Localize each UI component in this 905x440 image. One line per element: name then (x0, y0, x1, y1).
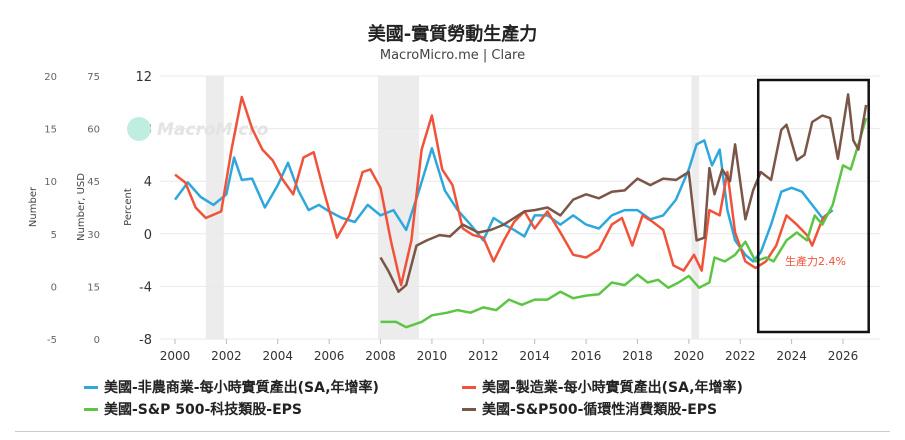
y-tick-percent: 0 (144, 228, 152, 243)
legend-label: 美國-S&P500-循環性消費類股-EPS (482, 402, 718, 418)
x-tick-label: 2004 (262, 349, 293, 363)
x-tick-label: 2010 (417, 349, 448, 363)
y-tick-usd: 45 (87, 177, 100, 188)
series-line-0 (173, 139, 834, 263)
y-tick-usd: 30 (87, 230, 100, 241)
y-axis-label: Percent (123, 188, 134, 226)
legend-swatch (84, 385, 98, 389)
y-tick-percent: -8 (139, 333, 152, 348)
recession-shading (205, 76, 224, 339)
x-tick-label: 2024 (776, 349, 807, 363)
y-tick-usd: 60 (87, 125, 100, 136)
y-tick-number: 10 (44, 177, 57, 188)
y-tick-number: -5 (47, 335, 57, 346)
x-tick-label: 2000 (160, 349, 191, 363)
x-tick-label: 2022 (725, 349, 756, 363)
legend-swatch (462, 407, 476, 411)
legend-label: 美國-製造業-每小時實質產出(SA,年增率) (482, 380, 743, 396)
watermark-logo-icon (127, 117, 151, 141)
highlight-box (756, 78, 870, 334)
x-tick-label: 2014 (519, 349, 550, 363)
legend-item-tech-eps[interactable]: 美國-S&P 500-科技類股-EPS (84, 399, 302, 419)
y-axis-label: Number (28, 186, 39, 227)
divider (15, 431, 890, 432)
legend-item-manufacturing[interactable]: 美國-製造業-每小時實質產出(SA,年增率) (462, 377, 743, 397)
y-tick-percent: -4 (139, 280, 152, 295)
y-tick-number: 20 (44, 72, 57, 83)
legend-label: 美國-非農商業-每小時實質產出(SA,年增率) (104, 380, 379, 396)
x-tick-label: 2020 (674, 349, 705, 363)
legend-swatch (462, 385, 476, 389)
y-tick-percent: 4 (144, 175, 152, 190)
x-tick-label: 2026 (828, 349, 859, 363)
y-tick-number: 5 (51, 230, 57, 241)
y-tick-number: 0 (51, 282, 57, 293)
chart-title: 美國-實質勞動生產力 (367, 24, 538, 45)
recession-shading (691, 76, 700, 339)
legend-label: 美國-S&P 500-科技類股-EPS (104, 402, 302, 418)
y-tick-percent: 12 (135, 70, 152, 85)
legend-item-nonfarm[interactable]: 美國-非農商業-每小時實質產出(SA,年增率) (84, 377, 379, 397)
x-tick-label: 2002 (211, 349, 242, 363)
series-line-2 (380, 117, 868, 329)
legend-swatch (84, 407, 98, 411)
x-tick-label: 2006 (314, 349, 345, 363)
y-tick-usd: 75 (87, 72, 100, 83)
y-tick-number: 15 (44, 125, 57, 136)
legend-item-consumer-eps[interactable]: 美國-S&P500-循環性消費類股-EPS (462, 399, 717, 419)
chart-subtitle: MacroMicro.me | Clare (379, 48, 526, 63)
series-line-1 (174, 95, 832, 287)
y-tick-usd: 15 (87, 282, 100, 293)
x-tick-label: 2018 (622, 349, 653, 363)
annotation-productivity: 生產力2.4% (785, 254, 846, 268)
y-tick-usd: 0 (94, 335, 100, 346)
x-tick-label: 2012 (468, 349, 499, 363)
watermark: MacroMicro (157, 120, 269, 140)
x-tick-label: 2008 (365, 349, 396, 363)
y-axis-label: Number, USD (76, 173, 87, 241)
x-tick-label: 2016 (571, 349, 602, 363)
series-line-3 (379, 93, 868, 293)
